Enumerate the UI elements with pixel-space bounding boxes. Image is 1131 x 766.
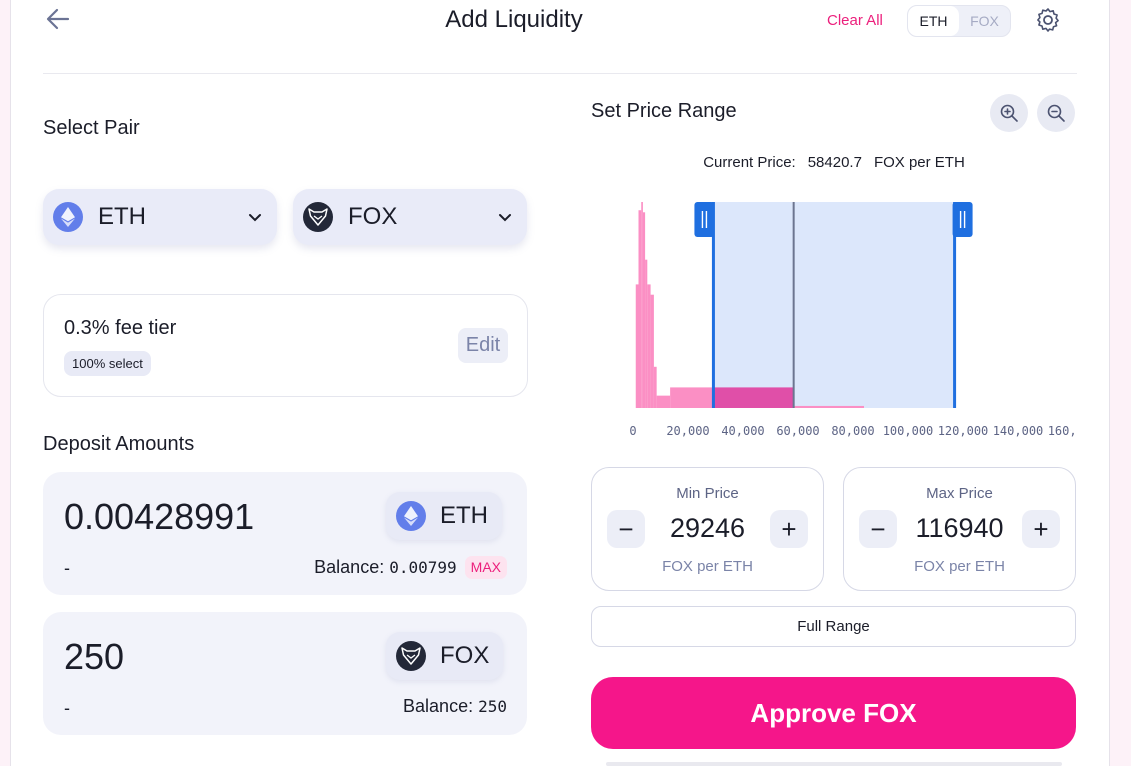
liquidity-chart[interactable]: 0 20,000 40,000 60,000 80,000 100,000 120,000 1… — [591, 190, 1077, 446]
deposit-amounts-label: Deposit Amounts — [43, 433, 195, 455]
selected-range-area — [713, 202, 955, 408]
liquidity-bar — [656, 395, 671, 408]
min-price-box: Min Price − 29246 + FOX per ETH — [591, 467, 824, 591]
next-button-edge — [606, 762, 1062, 766]
fox-icon — [396, 641, 426, 671]
eth-token-label: ETH — [440, 502, 488, 529]
price-denomination-toggle[interactable]: ETH FOX — [907, 5, 1011, 37]
liquidity-bar — [670, 387, 714, 408]
token-b-select[interactable]: FOX — [293, 189, 527, 245]
x-tick-label: 140,000 — [993, 424, 1044, 438]
x-tick-label: 160,000 — [1048, 424, 1077, 438]
current-price-value: 58420.7 — [807, 154, 862, 171]
x-tick-label: 0 — [629, 424, 636, 438]
fee-select-badge: 100% select — [64, 351, 151, 376]
token-a-label: ETH — [98, 203, 146, 230]
max-price-increment-button[interactable]: + — [1022, 510, 1060, 548]
max-price-value[interactable]: 116940 — [915, 513, 1004, 543]
x-tick-label: 100,000 — [883, 424, 934, 438]
max-price-unit: FOX per ETH — [914, 558, 1005, 575]
balance-value: 250 — [478, 697, 507, 716]
set-price-range-label: Set Price Range — [591, 100, 737, 122]
max-price-label: Max Price — [926, 485, 993, 502]
edit-fee-button[interactable]: Edit — [458, 328, 508, 363]
back-arrow-icon[interactable] — [44, 5, 72, 33]
token-a-select[interactable]: ETH — [43, 189, 277, 245]
current-price: Current Price: 58420.7 FOX per ETH — [591, 154, 1077, 171]
liquidity-bar — [713, 387, 794, 408]
liquidity-bar — [641, 202, 643, 408]
x-tick-label: 40,000 — [721, 424, 764, 438]
max-price-decrement-button[interactable]: − — [859, 510, 897, 548]
balance-label: Balance: — [314, 557, 385, 577]
eth-balance: Balance: 0.00799 MAX — [314, 556, 507, 579]
min-price-label: Min Price — [676, 485, 739, 502]
max-price-box: Max Price − 116940 + FOX per ETH — [843, 467, 1076, 591]
fox-usd-value: - — [64, 698, 70, 718]
fee-tier-title: 0.3% fee tier — [64, 317, 177, 339]
min-range-handle[interactable] — [694, 202, 715, 237]
x-tick-label: 120,000 — [938, 424, 989, 438]
liquidity-bar — [642, 212, 646, 408]
fox-icon — [303, 202, 333, 232]
liquidity-bar — [650, 294, 654, 408]
eth-icon — [53, 202, 83, 232]
header-divider — [43, 73, 1077, 74]
min-price-decrement-button[interactable]: − — [607, 510, 645, 548]
max-button[interactable]: MAX — [464, 556, 507, 579]
toggle-eth[interactable]: ETH — [908, 6, 959, 36]
fox-token-chip[interactable]: FOX — [386, 632, 504, 680]
zoom-in-button[interactable] — [990, 94, 1028, 132]
balance-value: 0.00799 — [389, 558, 457, 577]
balance-label: Balance: — [403, 696, 474, 716]
min-price-increment-button[interactable]: + — [770, 510, 808, 548]
zoom-in-icon — [1000, 104, 1018, 122]
gear-icon[interactable] — [1034, 6, 1062, 34]
x-tick-label: 80,000 — [831, 424, 874, 438]
page-title: Add Liquidity — [445, 6, 583, 33]
full-range-button[interactable]: Full Range — [591, 606, 1076, 647]
liquidity-bar — [793, 405, 864, 408]
fox-balance: Balance: 250 — [403, 696, 507, 717]
zoom-out-button[interactable] — [1037, 94, 1075, 132]
liquidity-bar — [653, 366, 657, 408]
max-range-handle[interactable] — [952, 202, 973, 237]
deposit-fox-box: FOX - Balance: 250 — [43, 612, 527, 735]
liquidity-bar — [645, 259, 648, 408]
fox-token-label: FOX — [440, 642, 490, 669]
liquidity-bar — [635, 284, 639, 408]
token-b-label: FOX — [348, 203, 398, 230]
current-price-unit: FOX per ETH — [873, 154, 965, 171]
min-price-unit: FOX per ETH — [662, 558, 753, 575]
eth-icon — [396, 501, 426, 531]
toggle-fox[interactable]: FOX — [970, 13, 999, 29]
fee-tier-box: 0.3% fee tier 100% select Edit — [43, 294, 528, 397]
eth-amount-input[interactable] — [64, 496, 364, 538]
select-pair-label: Select Pair — [43, 117, 140, 139]
current-price-label: Current Price: — [703, 154, 796, 171]
eth-token-chip[interactable]: ETH — [386, 492, 502, 540]
deposit-eth-box: ETH - Balance: 0.00799 MAX — [43, 472, 527, 595]
zoom-out-icon — [1047, 104, 1065, 122]
chevron-down-icon — [499, 214, 511, 222]
x-tick-label: 20,000 — [666, 424, 709, 438]
eth-usd-value: - — [64, 558, 70, 578]
approve-fox-button[interactable]: Approve FOX — [591, 677, 1076, 749]
x-tick-label: 60,000 — [776, 424, 819, 438]
clear-all-button[interactable]: Clear All — [827, 12, 883, 29]
chevron-down-icon — [249, 214, 261, 222]
fox-amount-input[interactable] — [64, 636, 364, 678]
liquidity-bar — [638, 210, 642, 408]
liquidity-bar — [647, 284, 651, 408]
min-price-value[interactable]: 29246 — [669, 513, 746, 543]
